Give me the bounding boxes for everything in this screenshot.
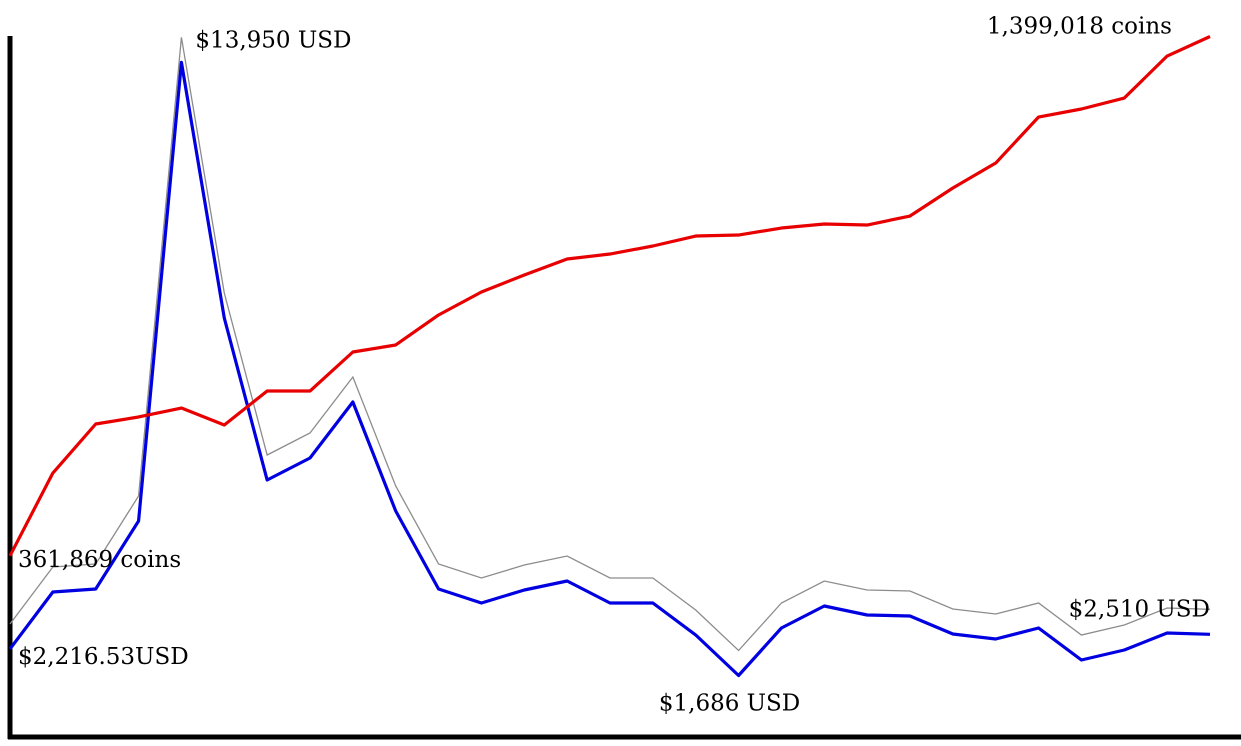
data-label: 361,869 coins — [18, 547, 181, 573]
data-label: $1,686 USD — [659, 691, 800, 717]
data-label: $2,216.53USD — [18, 644, 189, 670]
data-label: $2,510 USD — [1069, 596, 1210, 622]
data-label: 1,399,018 coins — [987, 13, 1172, 39]
line — [8, 35, 1211, 557]
line — [8, 60, 1211, 678]
data-label: $13,950 USD — [195, 27, 351, 53]
line-shadow — [9, 37, 1211, 652]
